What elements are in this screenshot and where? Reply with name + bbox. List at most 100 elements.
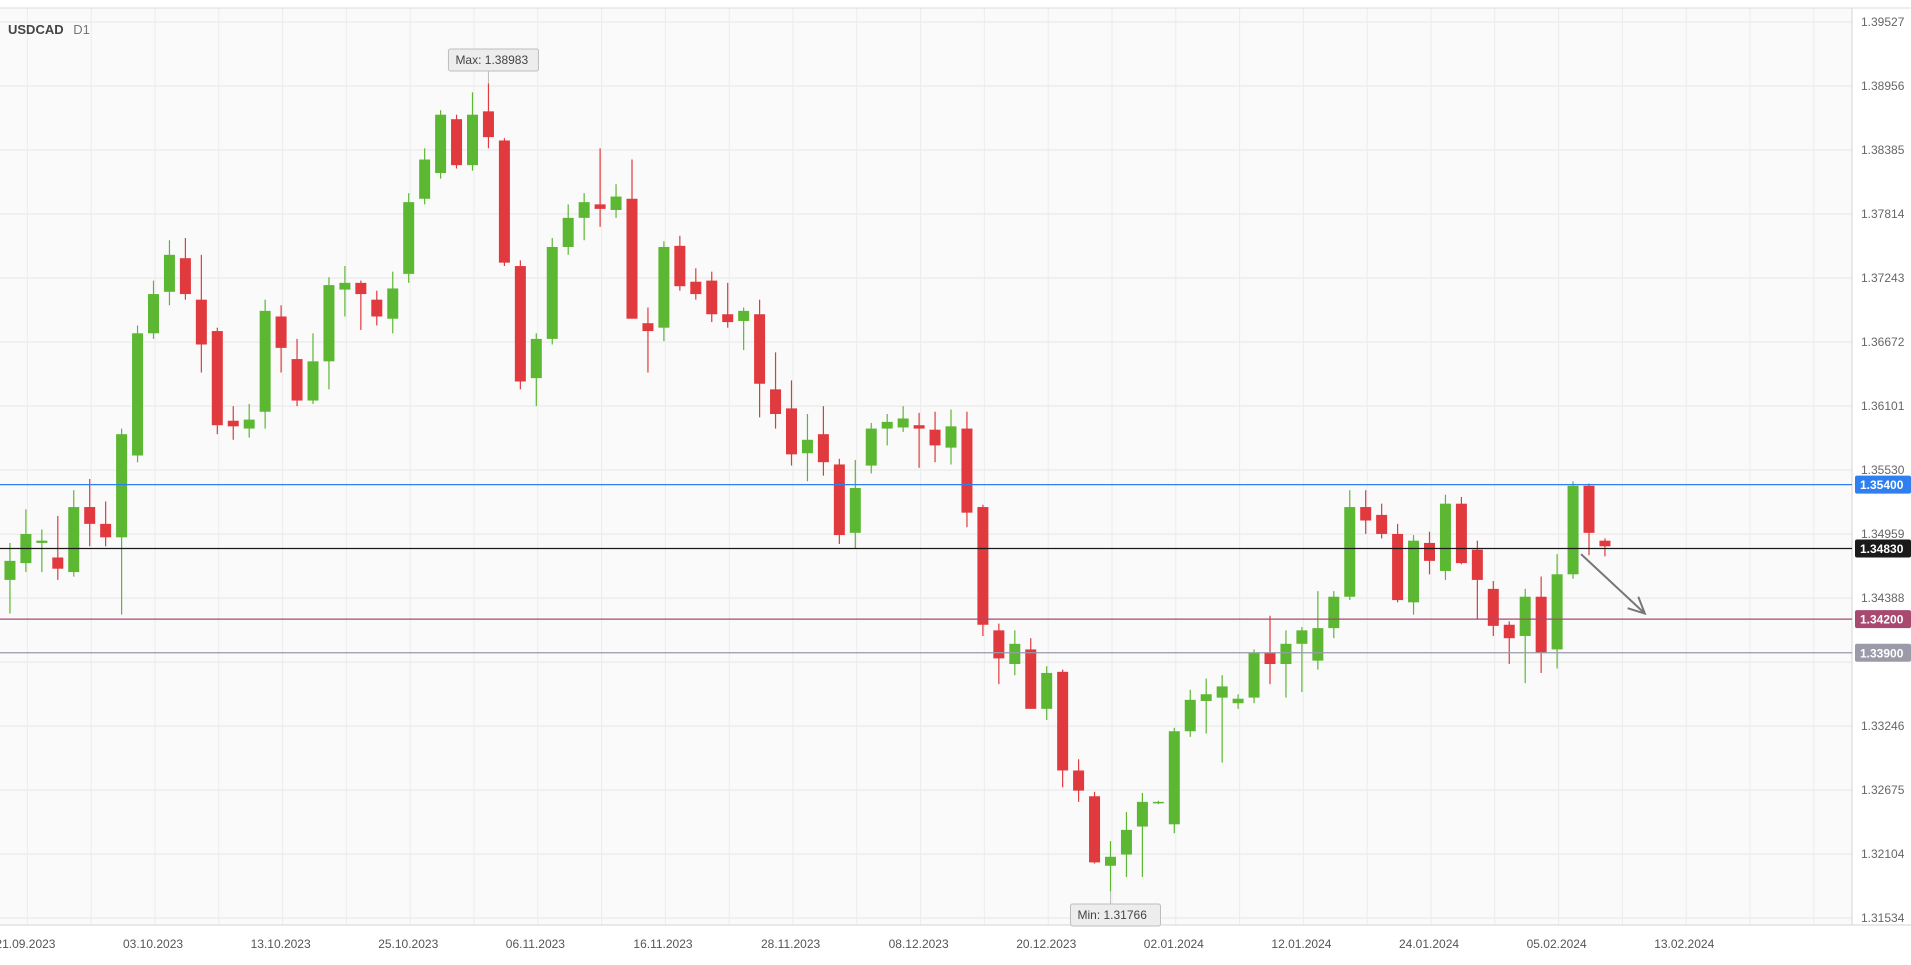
- candle-body: [1200, 694, 1212, 701]
- candle-body: [1136, 801, 1148, 827]
- y-tick-label: 1.33246: [1861, 719, 1905, 733]
- y-tick-label: 1.35530: [1861, 463, 1905, 477]
- y-tick-label: 1.38956: [1861, 79, 1905, 93]
- candle-body: [578, 202, 590, 218]
- candle-body: [435, 114, 447, 173]
- y-tick-label: 1.32104: [1861, 847, 1905, 861]
- annotation-label: Min: 1.31766: [1078, 908, 1148, 922]
- candle-body: [132, 333, 144, 456]
- candle-body: [1567, 485, 1579, 575]
- candle-body: [1168, 731, 1180, 825]
- candle-body: [1296, 630, 1308, 644]
- candle-body: [163, 254, 175, 292]
- candle-body: [706, 280, 718, 315]
- timeframe-label: D1: [73, 22, 90, 37]
- candle-body: [1455, 503, 1467, 564]
- y-tick-label: 1.32675: [1861, 783, 1905, 797]
- y-tick-label: 1.31534: [1861, 911, 1905, 925]
- candle-body: [419, 159, 431, 199]
- candle-body: [833, 464, 845, 536]
- candle-body: [52, 557, 64, 569]
- candle-body: [610, 196, 622, 210]
- arrow-head: [1627, 596, 1647, 616]
- y-tick-label: 1.37243: [1861, 271, 1905, 285]
- candle-body: [227, 420, 239, 427]
- candle-body: [1025, 649, 1037, 709]
- candle-body: [291, 359, 303, 401]
- candle-body: [594, 204, 606, 209]
- y-tick-label: 1.34959: [1861, 527, 1905, 541]
- candle-body: [1344, 507, 1356, 597]
- candle-body: [1105, 856, 1116, 866]
- x-tick-label: 25.10.2023: [378, 937, 438, 951]
- candle-body: [642, 323, 654, 332]
- candle-body: [881, 421, 893, 429]
- candle-body: [546, 246, 558, 339]
- candle-body: [100, 523, 112, 538]
- y-tick-label: 1.34388: [1861, 591, 1905, 605]
- candle-body: [482, 111, 494, 138]
- candle-body: [1424, 542, 1435, 561]
- candle-body: [1057, 671, 1069, 771]
- candle-body: [195, 299, 207, 345]
- candle-body: [1376, 514, 1388, 534]
- candle-body: [1216, 686, 1228, 698]
- candle-body: [1264, 652, 1276, 664]
- x-tick-label: 06.11.2023: [506, 937, 565, 951]
- symbol-label: USDCAD D1: [8, 22, 90, 37]
- candle-body: [626, 198, 638, 319]
- candle-body: [387, 288, 399, 319]
- candle-body: [801, 439, 813, 454]
- candle-body: [1041, 672, 1053, 709]
- candle-body: [1519, 596, 1531, 636]
- candle-body: [1583, 485, 1595, 533]
- x-tick-label: 08.12.2023: [889, 937, 949, 951]
- price-tag-bg: [1855, 539, 1911, 558]
- x-tick-label: 03.10.2023: [123, 937, 183, 951]
- price-tag-bg: [1855, 610, 1911, 629]
- candle-body: [4, 560, 16, 580]
- candle-body: [498, 140, 510, 263]
- candle-body: [371, 299, 383, 317]
- candle-body: [307, 361, 319, 401]
- candle-body: [514, 266, 526, 382]
- price-tag-bg: [1855, 643, 1911, 662]
- price-tag-label: 1.34200: [1860, 613, 1904, 627]
- candle-body: [1439, 503, 1451, 571]
- x-tick-label: 28.11.2023: [761, 937, 820, 951]
- candle-body: [355, 282, 367, 295]
- x-tick-label: 16.11.2023: [633, 937, 692, 951]
- candle-body: [754, 314, 766, 384]
- candle-body: [1599, 540, 1611, 547]
- candle-body: [243, 419, 255, 429]
- candle-body: [1360, 507, 1372, 521]
- x-tick-label: 12.01.2024: [1271, 937, 1331, 951]
- candle-body: [179, 258, 191, 295]
- candle-body: [1487, 588, 1499, 626]
- candle-body: [738, 310, 750, 321]
- annotation-label: Max: 1.38983: [455, 53, 528, 67]
- candle-body: [339, 282, 351, 290]
- candle-body: [849, 487, 861, 533]
- candle-body: [690, 281, 702, 295]
- candle-body: [1073, 770, 1085, 791]
- candle-body: [722, 314, 734, 323]
- candle-body: [467, 114, 478, 166]
- symbol-name: USDCAD: [8, 22, 64, 37]
- candle-body: [451, 119, 463, 166]
- candle-body: [1089, 796, 1101, 863]
- candle-body: [323, 285, 335, 362]
- candle-body: [897, 418, 909, 428]
- price-tag-label: 1.33900: [1860, 646, 1904, 660]
- y-tick-label: 1.36101: [1861, 399, 1905, 413]
- x-tick-label: 24.01.2024: [1399, 937, 1459, 951]
- candle-body: [1232, 698, 1244, 704]
- y-tick-label: 1.37814: [1861, 207, 1905, 221]
- candle-body: [1280, 643, 1292, 664]
- x-tick-label: 13.10.2023: [251, 937, 311, 951]
- candle-body: [1503, 624, 1515, 639]
- candle-body: [865, 428, 877, 466]
- candle-body: [1120, 829, 1132, 855]
- candle-body: [913, 425, 925, 429]
